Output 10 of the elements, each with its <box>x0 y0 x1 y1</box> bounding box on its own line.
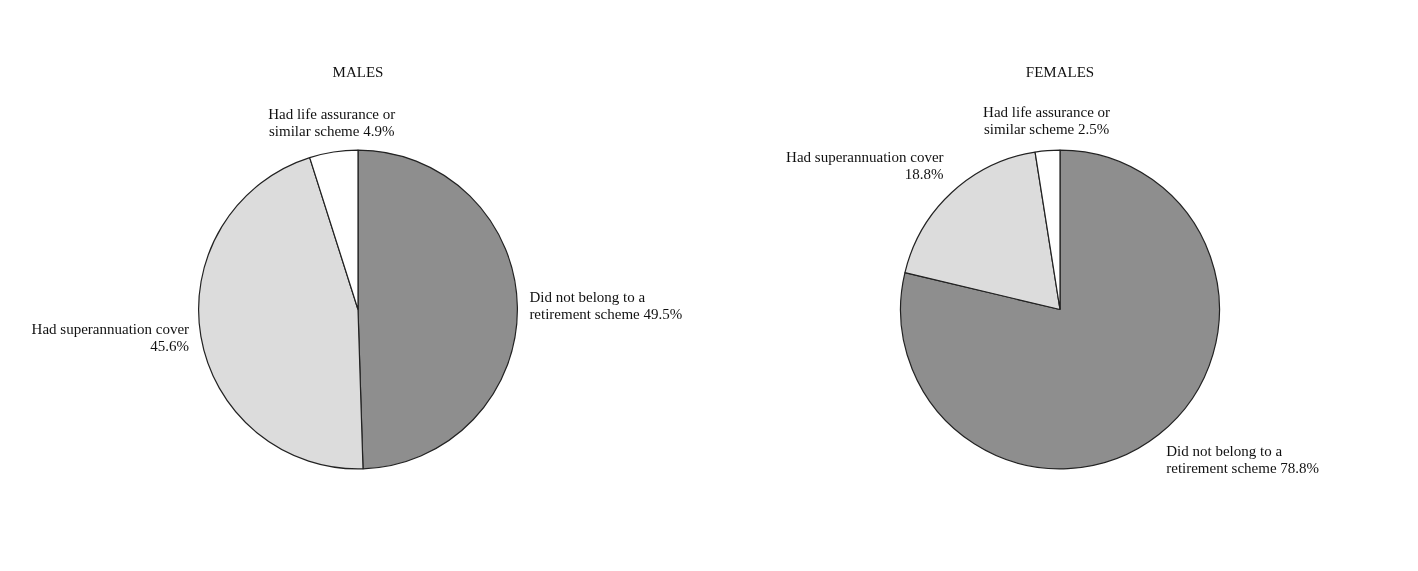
slice-label: Did not belong to a retirement scheme 78.8% <box>1166 443 1320 477</box>
slice-label: Had superannuation cover <box>31 320 190 337</box>
chart-title: FEMALES <box>1025 63 1095 80</box>
data-label: 18.8% <box>904 166 944 183</box>
slice-label: Did not belong to a retirement scheme 49.5% <box>529 289 683 323</box>
chart-title: MALES <box>332 63 384 80</box>
slice-label: Had life assurance or similar scheme 2.5% <box>983 104 1111 138</box>
data-label: 45.6% <box>150 337 190 354</box>
slice-label: Had life assurance or similar scheme 4.9% <box>268 105 396 139</box>
slice-label: Had superannuation cover <box>786 149 944 166</box>
